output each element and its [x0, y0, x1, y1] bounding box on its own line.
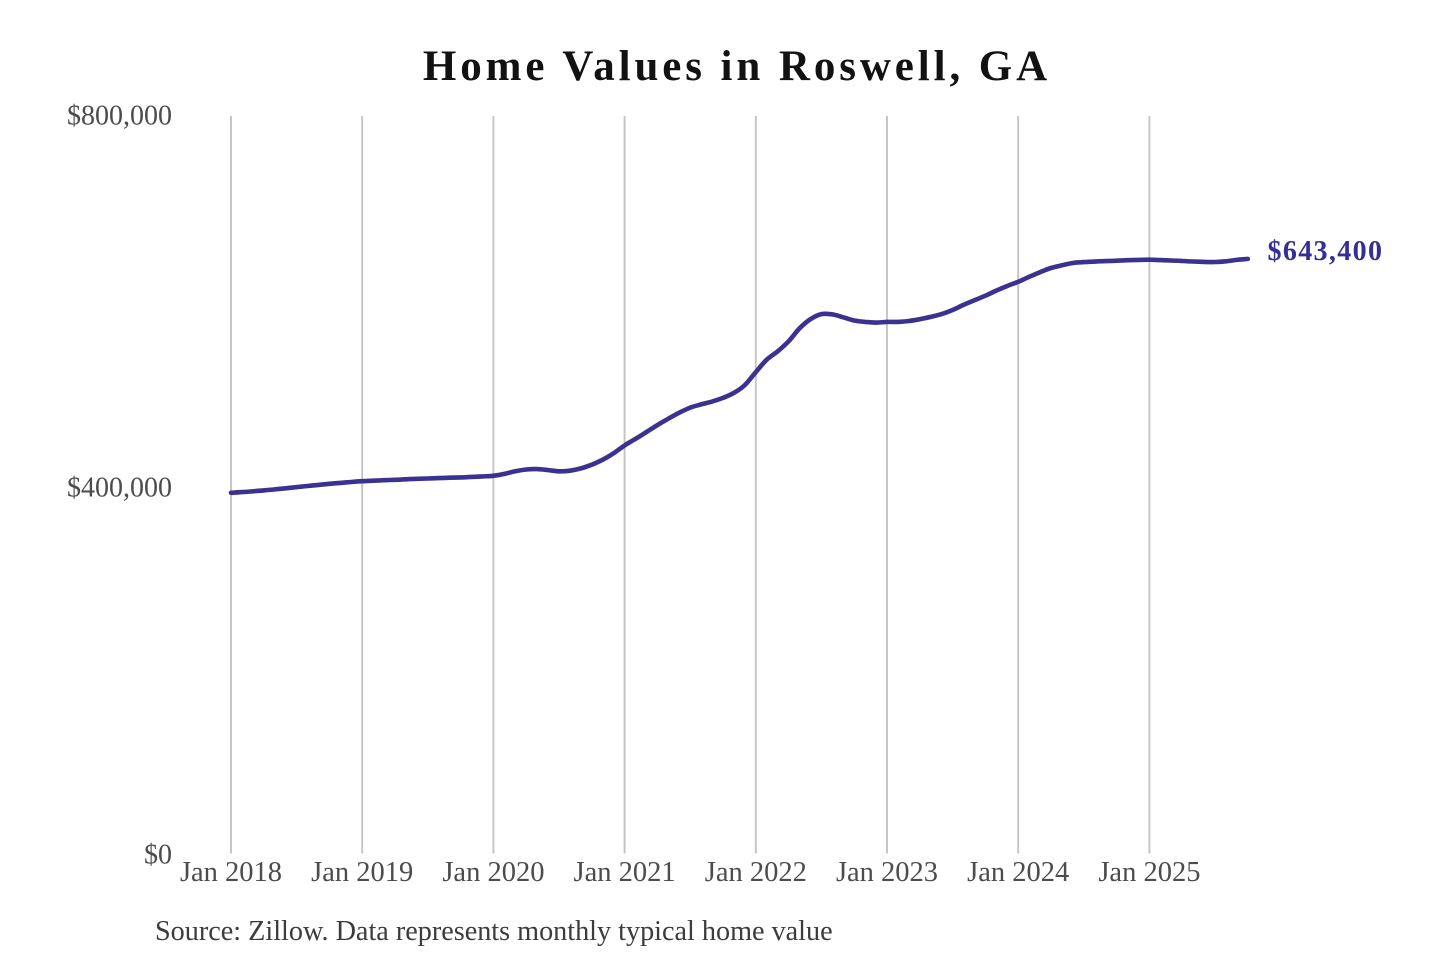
- svg-text:Jan 2024: Jan 2024: [967, 857, 1069, 888]
- svg-text:Source: Zillow. Data represent: Source: Zillow. Data represents monthly …: [155, 916, 833, 947]
- svg-text:Jan 2025: Jan 2025: [1098, 857, 1200, 888]
- svg-text:Jan 2022: Jan 2022: [705, 857, 807, 888]
- svg-text:$400,000: $400,000: [67, 473, 172, 504]
- svg-text:Jan 2018: Jan 2018: [180, 857, 282, 888]
- svg-text:$800,000: $800,000: [67, 101, 172, 132]
- svg-text:Jan 2019: Jan 2019: [311, 857, 413, 888]
- svg-text:Home Values in Roswell, GA: Home Values in Roswell, GA: [423, 43, 1051, 90]
- svg-text:Jan 2023: Jan 2023: [836, 857, 938, 888]
- svg-text:$0: $0: [144, 840, 172, 871]
- svg-text:Jan 2020: Jan 2020: [442, 857, 544, 888]
- svg-text:$643,400: $643,400: [1268, 236, 1384, 267]
- svg-text:Jan 2021: Jan 2021: [574, 857, 676, 888]
